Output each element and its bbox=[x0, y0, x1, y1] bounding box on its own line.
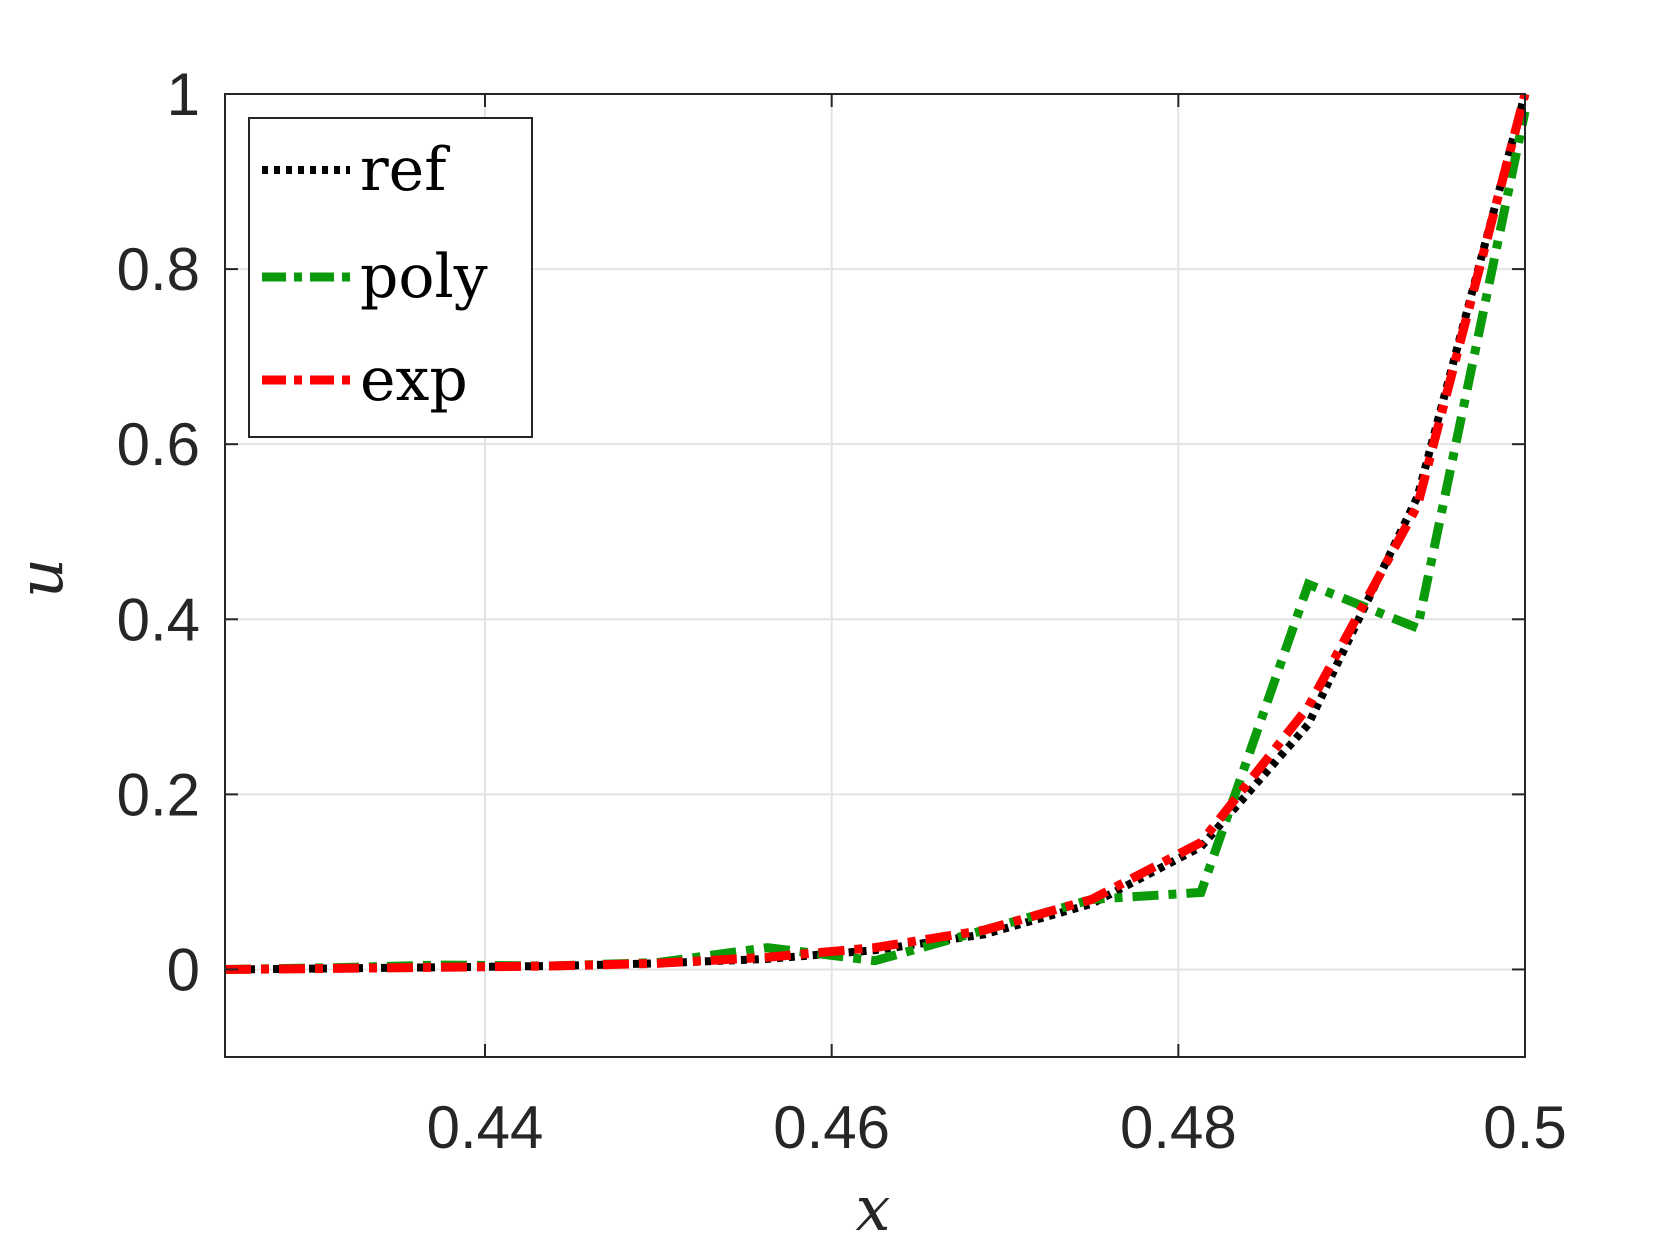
y-axis-label: u bbox=[4, 558, 77, 598]
axes-box bbox=[224, 93, 1526, 1058]
y-tick-label: 0.2 bbox=[117, 761, 200, 828]
x-tick-label: 0.5 bbox=[1483, 1094, 1566, 1161]
ticks: 0.44 0.46 0.48 0.5 0 0.2 0.4 0.6 0.8 1 bbox=[117, 61, 1567, 1161]
y-tick-label: 0.8 bbox=[117, 236, 200, 303]
legend-label-ref: ref bbox=[360, 135, 450, 205]
y-tick-label: 0 bbox=[167, 936, 200, 1003]
y-tick-label: 1 bbox=[167, 61, 200, 128]
legend: ref poly exp bbox=[248, 117, 533, 438]
x-axis-label: x bbox=[856, 1172, 891, 1245]
x-tick-label: 0.48 bbox=[1120, 1094, 1237, 1161]
x-tick-label: 0.44 bbox=[427, 1094, 544, 1161]
y-tick-label: 0.6 bbox=[117, 411, 200, 478]
x-tick-label: 0.46 bbox=[773, 1094, 890, 1161]
series-line-exp bbox=[224, 92, 1530, 974]
series-layer bbox=[224, 92, 1530, 974]
legend-label-poly: poly bbox=[360, 242, 488, 312]
legend-label-exp: exp bbox=[360, 345, 468, 415]
y-tick-label: 0.4 bbox=[117, 586, 200, 653]
axes bbox=[224, 93, 1526, 1058]
